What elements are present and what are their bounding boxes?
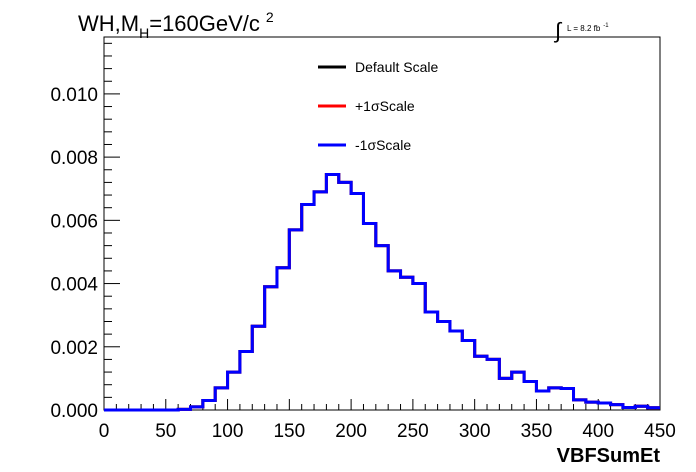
title-main: WH,M — [78, 11, 139, 36]
y-tick-label: 0.002 — [50, 338, 98, 359]
x-tick-label: 450 — [644, 421, 676, 442]
y-tick-label: 0.006 — [50, 211, 98, 232]
legend-label-2: -1σScale — [355, 137, 411, 153]
y-tick-label: 0.008 — [50, 148, 98, 169]
lumi-superscript: -1 — [603, 23, 609, 29]
legend-label-1: +1σScale — [355, 98, 415, 114]
x-tick-label: 50 — [155, 421, 176, 442]
title-superscript: 2 — [266, 9, 274, 25]
lumi-label: L = 8.2 fb -1 — [567, 23, 609, 33]
x-tick-label: 100 — [212, 421, 244, 442]
y-tick-label: 0.000 — [50, 401, 98, 422]
x-tick-label: 0 — [99, 421, 110, 442]
x-tick-label: 400 — [582, 421, 614, 442]
lumi-integral-sign: ∫ — [553, 18, 563, 43]
x-tick-label: 150 — [273, 421, 305, 442]
x-axis-label: VBFSumEt — [557, 445, 661, 467]
x-axis: 0 50 100 150 200 250 300 350 400 450 — [99, 399, 676, 442]
title-rest: =160GeV/c — [149, 11, 260, 36]
x-tick-label: 200 — [335, 421, 367, 442]
legend-label-0: Default Scale — [355, 59, 438, 75]
y-axis: 0.000 0.002 0.004 0.006 0.008 0.010 — [50, 42, 120, 422]
legend-box — [305, 45, 451, 163]
y-tick-label: 0.004 — [50, 275, 98, 296]
series-layer — [104, 173, 660, 412]
lumi-text: L = 8.2 fb — [567, 24, 601, 33]
legend: Default Scale +1σScale -1σScale — [305, 45, 451, 163]
title-subscript: H — [139, 25, 149, 41]
series-line-2 — [104, 173, 660, 412]
x-tick-label: 300 — [459, 421, 491, 442]
y-tick-label: 0.010 — [50, 85, 98, 106]
chart-title: WH,MH=160GeV/c 2 — [78, 9, 274, 41]
x-tick-label: 350 — [521, 421, 553, 442]
x-tick-label: 250 — [397, 421, 429, 442]
